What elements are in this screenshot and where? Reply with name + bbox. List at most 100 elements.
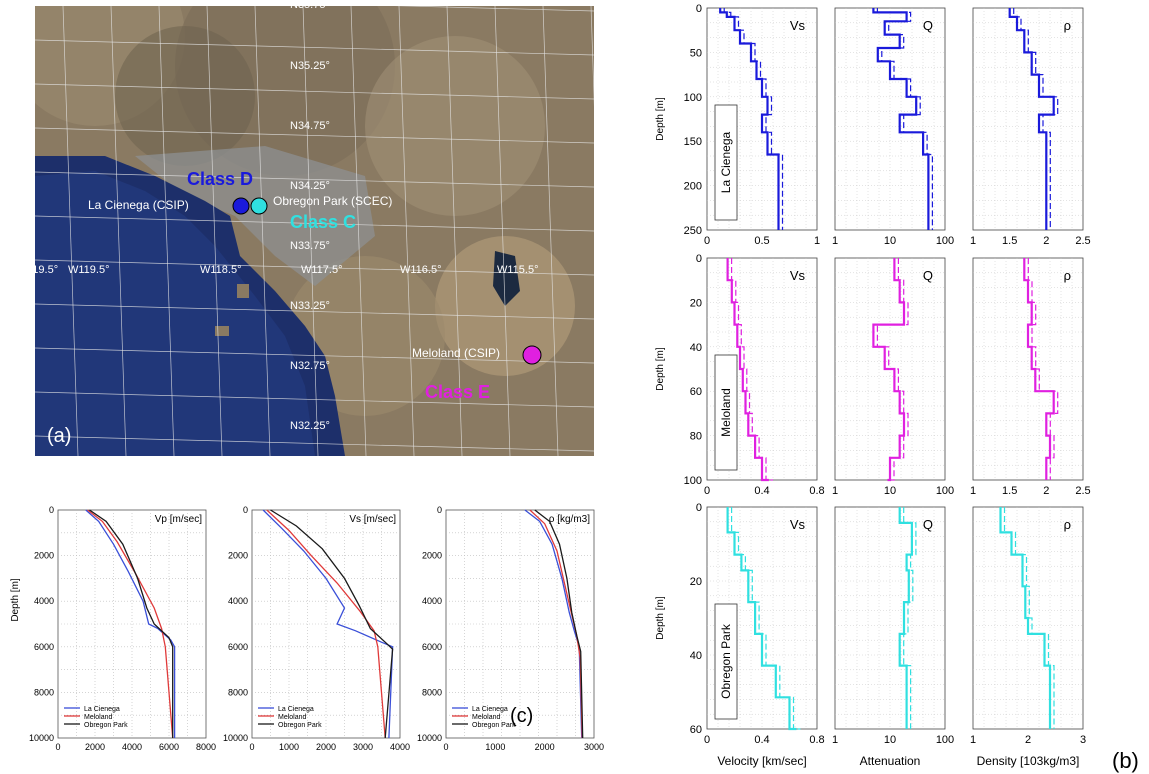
panel-quantity-label: ρ <box>1064 517 1071 532</box>
x-tick-label: 1000 <box>485 742 505 752</box>
terrain-patch <box>365 36 545 216</box>
legend-label: Meloland <box>278 714 307 721</box>
class-c-label: Class C <box>290 212 356 232</box>
x-tick-label: 0 <box>55 742 60 752</box>
lon-label: W117.5° <box>301 264 343 276</box>
y-tick-label: 2000 <box>422 551 442 561</box>
x-tick-label: 0.4 <box>754 734 769 746</box>
x-axis-label-attenuation: Attenuation <box>860 754 921 768</box>
y-tick-label: 8000 <box>228 687 248 697</box>
x-tick-label: 10 <box>884 734 896 746</box>
x-axis-label-velocity: Velocity [km/sec] <box>717 754 806 768</box>
x-tick-label: 0.8 <box>809 485 824 497</box>
grid-line <box>35 39 594 56</box>
grid-line <box>494 6 511 456</box>
y-tick-label: 100 <box>684 475 702 487</box>
y-tick-label: 4000 <box>34 596 54 606</box>
grid-line <box>590 6 594 107</box>
series-line-obregon-park <box>270 509 394 739</box>
lon-label: 119.5° <box>35 264 58 276</box>
x-tick-label: 1 <box>970 235 976 247</box>
series-line-obregon-park <box>534 509 584 739</box>
legend-label: Obregon Park <box>84 722 128 729</box>
chart-title: Vp [m/sec] <box>155 514 202 525</box>
legend-label: Meloland <box>472 714 501 721</box>
y-tick-label: 60 <box>690 386 702 398</box>
site-name-obregon: Obregon Park (SCEC) <box>273 194 392 208</box>
x-tick-label: 10 <box>884 485 896 497</box>
class-d-label: Class D <box>187 169 253 189</box>
y-tick-label: 0 <box>696 3 702 15</box>
panel-quantity-label: Vs <box>790 517 806 532</box>
x-tick-label: 3000 <box>584 742 604 752</box>
reference-chart: 0 1000 2000 3000 4000 0 2000 4000 6000 8000 10000 V… <box>223 505 410 752</box>
class-e-label: Class E <box>425 382 490 402</box>
y-tick-label: 0 <box>243 505 248 515</box>
grid-line <box>398 6 415 456</box>
lon-label: W116.5° <box>400 264 442 276</box>
profile-line <box>726 258 769 482</box>
x-tick-label: 2.5 <box>1075 485 1090 497</box>
y-tick-label: 60 <box>690 724 702 736</box>
profile-line <box>999 507 1052 729</box>
lon-label: W115.5° <box>497 264 539 276</box>
grid-line <box>394 6 594 12</box>
y-tick-label: 2000 <box>228 551 248 561</box>
x-tick-label: 1 <box>832 734 838 746</box>
panel-quantity-label: Q <box>923 18 933 33</box>
site-name: La Cienega <box>719 131 733 193</box>
reference-chart: 0 1000 2000 3000 0 2000 4000 6000 8000 10000 ρ [kg… <box>417 505 604 752</box>
site-name-meloland: Meloland (CSIP) <box>412 346 500 360</box>
y-tick-label: 250 <box>684 225 702 237</box>
x-tick-label: 1.5 <box>1002 485 1017 497</box>
y-tick-label: 6000 <box>34 642 54 652</box>
legend-label: Meloland <box>84 714 113 721</box>
reference-chart: 0 2000 4000 6000 8000 0 2000 4000 6000 8000 10000 V… <box>29 505 216 752</box>
profile-line <box>731 258 773 481</box>
y-tick-label: 150 <box>684 136 702 148</box>
x-tick-label: 0 <box>704 485 710 497</box>
x-tick-label: 0 <box>704 235 710 247</box>
y-tick-label: 6000 <box>228 642 248 652</box>
panel-quantity-label: Q <box>923 268 933 283</box>
x-tick-label: 1 <box>814 235 820 247</box>
grid-line <box>35 215 594 232</box>
lat-label: N32.75° <box>290 360 330 372</box>
lat-label: N33.25° <box>290 300 330 312</box>
site-name: Meloland <box>719 388 733 437</box>
grid-line <box>158 6 175 456</box>
x-tick-label: 0.5 <box>754 235 769 247</box>
series-line-la-cienega <box>85 509 176 738</box>
lat-label: N34.25° <box>290 180 330 192</box>
y-tick-label: 8000 <box>422 687 442 697</box>
site-marker-meloland <box>522 345 542 365</box>
x-tick-label: 2 <box>1043 235 1049 247</box>
panel-quantity-label: Vs <box>790 18 806 33</box>
y-tick-label: 40 <box>690 342 702 354</box>
panel-label-a: (a) <box>47 425 71 447</box>
grid-line <box>542 6 559 456</box>
depth-axis-label: Depth [m] <box>655 347 666 391</box>
x-tick-label: 0.4 <box>754 485 769 497</box>
site-name-box <box>714 603 738 720</box>
x-tick-label: 0 <box>249 742 254 752</box>
depth-axis-label: Depth [m] <box>655 596 666 640</box>
grid-line <box>254 6 271 456</box>
y-tick-label: 8000 <box>34 687 54 697</box>
series-line-obregon-park <box>89 509 174 738</box>
y-tick-label: 0 <box>49 505 54 515</box>
profile-line <box>903 507 917 729</box>
y-tick-label: 6000 <box>422 642 442 652</box>
chart-title: Vs [m/sec] <box>349 514 396 525</box>
profile-line <box>731 507 801 730</box>
x-tick-label: 100 <box>936 235 954 247</box>
terrain-patch <box>115 26 255 166</box>
legend-label: Obregon Park <box>472 722 516 729</box>
x-tick-label: 6000 <box>159 742 179 752</box>
y-tick-label: 10000 <box>29 733 54 743</box>
series-line-meloland <box>87 509 174 739</box>
x-tick-label: 0.8 <box>809 734 824 746</box>
lat-label: N32.25° <box>290 420 330 432</box>
x-tick-label: 1.5 <box>1002 235 1017 247</box>
